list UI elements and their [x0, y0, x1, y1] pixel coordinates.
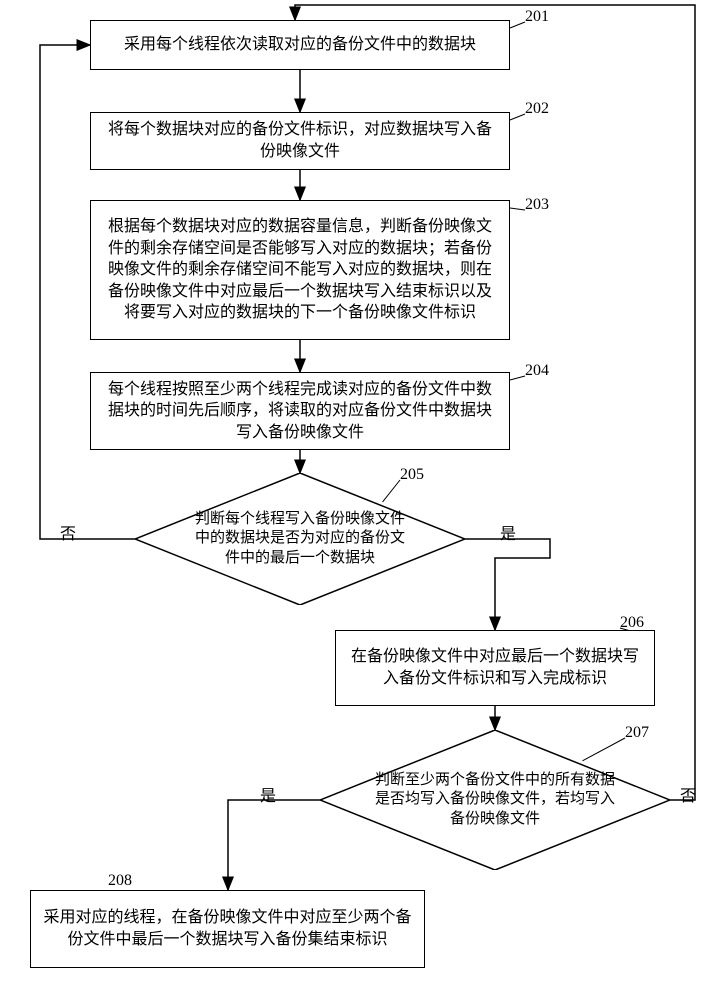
step-label-n205: 205	[400, 466, 424, 484]
step-label-n201: 201	[525, 8, 549, 26]
node-text: 判断至少两个备份文件中的所有数据是否均写入备份映像文件，若均写入备份映像文件	[375, 771, 615, 830]
step-label-n207: 207	[625, 724, 649, 742]
flowchart-process-n203: 根据每个数据块对应的数据容量信息，判断备份映像文件的剩余存储空间是否能够写入对应…	[90, 200, 510, 340]
flowchart-process-n206: 在备份映像文件中对应最后一个数据块写入备份文件标识和写入完成标识	[335, 630, 655, 706]
edge-label: 否	[680, 782, 696, 806]
node-text: 采用每个线程依次读取对应的备份文件中的数据块	[124, 34, 476, 56]
step-label-n204: 204	[525, 362, 549, 380]
node-text: 采用对应的线程，在备份映像文件中对应至少两个备份文件中最后一个数据块写入备份集结…	[41, 907, 414, 950]
step-label-n208: 208	[108, 872, 132, 890]
node-text: 判断每个线程写入备份映像文件中的数据块是否为对应的备份文件中的最后一个数据块	[190, 510, 410, 569]
flowchart-process-n204: 每个线程按照至少两个线程完成读对应的备份文件中数据块的时间先后顺序，将读取的对应…	[90, 372, 510, 450]
node-text: 在备份映像文件中对应最后一个数据块写入备份文件标识和写入完成标识	[346, 646, 644, 689]
flowchart-process-n201: 采用每个线程依次读取对应的备份文件中的数据块	[90, 20, 510, 70]
step-label-n203: 203	[525, 196, 549, 214]
flowchart-process-n208: 采用对应的线程，在备份映像文件中对应至少两个备份文件中最后一个数据块写入备份集结…	[30, 890, 425, 968]
edge-label: 是	[500, 520, 516, 544]
step-label-n206: 206	[620, 614, 644, 632]
step-label-n202: 202	[525, 100, 549, 118]
node-text: 每个线程按照至少两个线程完成读对应的备份文件中数据块的时间先后顺序，将读取的对应…	[101, 379, 499, 444]
edge-label: 是	[260, 782, 276, 806]
flowchart-process-n202: 将每个数据块对应的备份文件标识，对应数据块写入备份映像文件	[90, 112, 510, 170]
edge-label: 否	[60, 520, 76, 544]
flowchart-decision-n207: 判断至少两个备份文件中的所有数据是否均写入备份映像文件，若均写入备份映像文件	[320, 730, 670, 870]
flowchart-decision-n205: 判断每个线程写入备份映像文件中的数据块是否为对应的备份文件中的最后一个数据块	[135, 473, 465, 605]
node-text: 将每个数据块对应的备份文件标识，对应数据块写入备份映像文件	[101, 119, 499, 162]
node-text: 根据每个数据块对应的数据容量信息，判断备份映像文件的剩余存储空间是否能够写入对应…	[101, 216, 499, 324]
